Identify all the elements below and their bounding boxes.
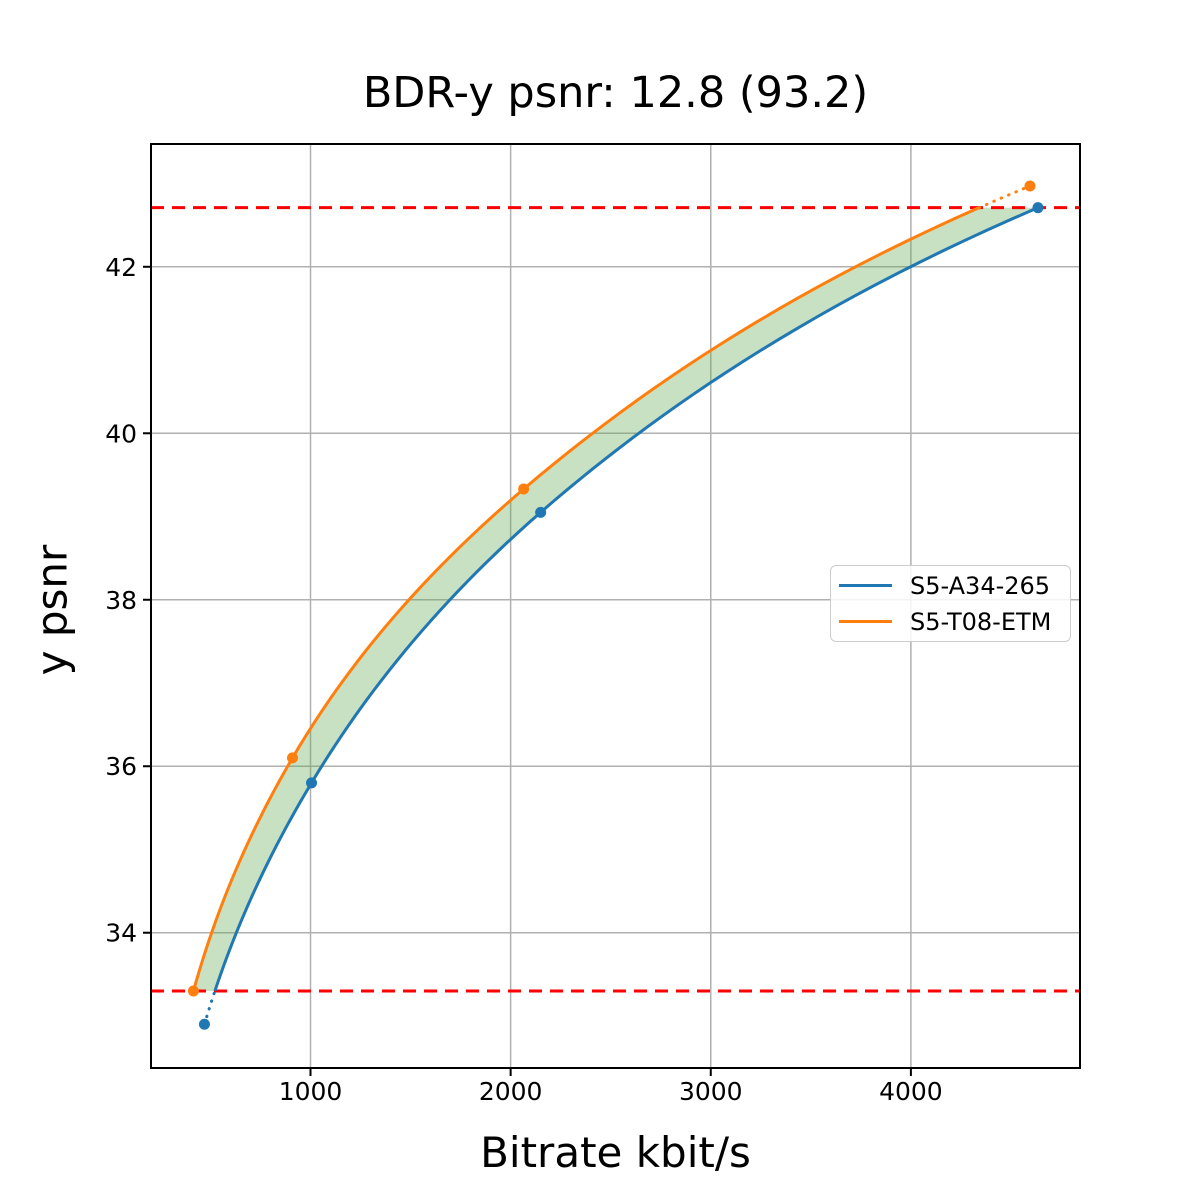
markers-S5-A34-265 <box>198 202 1044 1030</box>
y-tick-label: 34 <box>105 919 137 948</box>
legend-entry-series-0: S5-A34-265 <box>839 572 1070 599</box>
legend-line-sample-0 <box>839 584 892 587</box>
x-tick-label: 2000 <box>479 1077 543 1106</box>
legend-label-0: S5-A34-265 <box>910 571 1051 600</box>
y-tick-label: 38 <box>105 586 137 615</box>
plot-border <box>150 143 1081 1069</box>
curve-dotted-S5-A34-265 <box>202 989 217 1026</box>
legend-label-1: S5-T08-ETM <box>910 607 1052 636</box>
x-tick-label: 3000 <box>679 1077 743 1106</box>
x-tick-label: 1000 <box>279 1077 343 1106</box>
y-tick-label: 42 <box>105 253 137 282</box>
overlap-bound-lines <box>151 206 1080 993</box>
x-tick-label: 4000 <box>879 1077 943 1106</box>
markers-S5-T08-ETM <box>187 180 1036 997</box>
y-axis-label: y psnr <box>27 544 77 676</box>
legend-entry-series-1: S5-T08-ETM <box>839 608 1070 635</box>
chart-title: BDR-y psnr: 12.8 (93.2) <box>362 68 869 118</box>
curve-S5-A34-265 <box>213 206 1039 992</box>
y-tick-label: 36 <box>105 752 137 781</box>
grid <box>151 144 1080 1068</box>
curve-S5-T08-ETM <box>191 206 980 992</box>
y-tick-label: 40 <box>105 419 137 448</box>
legend-line-sample-1 <box>839 620 892 623</box>
legend: S5-A34-265 S5-T08-ETM <box>830 565 1071 642</box>
ticks: 1000 2000 3000 4000 34 36 38 40 42 <box>105 253 943 1106</box>
x-axis-label: Bitrate kbit/s <box>480 1128 751 1177</box>
curve-dotted-S5-T08-ETM <box>977 184 1032 210</box>
